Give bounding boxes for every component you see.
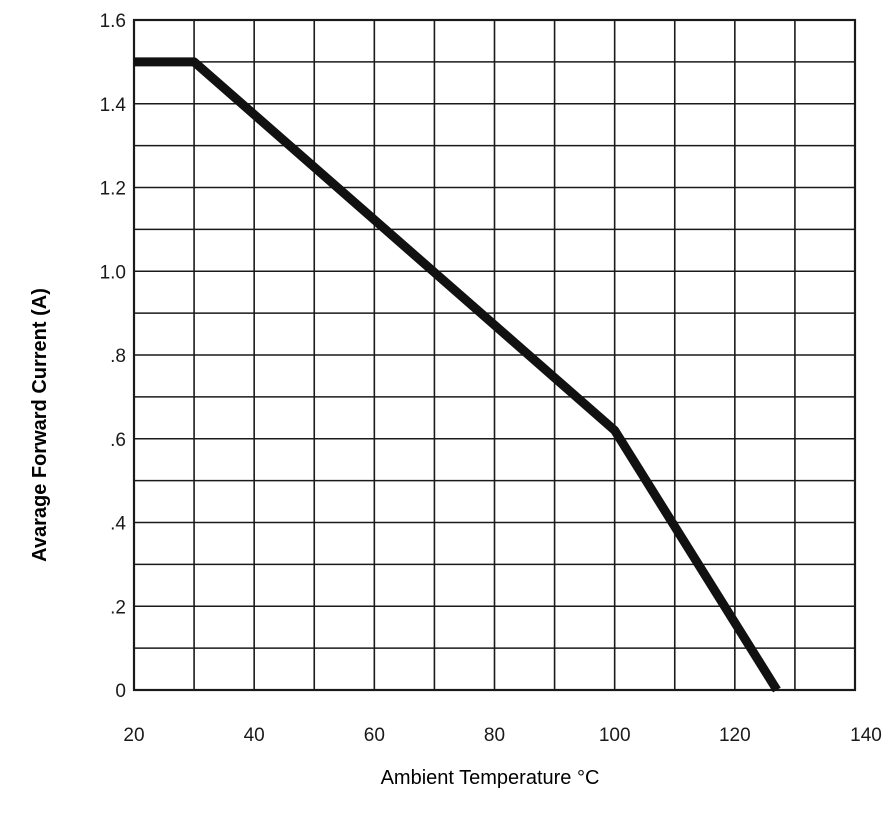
x-tick-labels: 20 40 60 80 100 120 140 <box>123 725 881 746</box>
y-tick-label: .4 <box>110 514 126 535</box>
y-tick-label: .6 <box>110 430 126 451</box>
x-tick-label: 80 <box>484 725 505 746</box>
x-tick-label: 40 <box>244 725 265 746</box>
y-tick-label: .2 <box>110 597 126 618</box>
plot-border <box>132 18 857 692</box>
y-tick-label: 1.4 <box>100 95 127 116</box>
y-tick-label: 1.2 <box>100 179 126 200</box>
x-tick-label: 140 <box>850 725 882 746</box>
y-tick-label: 1.6 <box>100 11 126 32</box>
series-layer <box>133 57 781 693</box>
grid <box>134 20 855 690</box>
y-axis-title: Avarage Forward Current (A) <box>29 288 51 562</box>
y-tick-labels: 0 .2 .4 .6 .8 1.0 1.2 1.4 1.6 <box>100 11 127 702</box>
y-tick-label: 0 <box>115 681 126 702</box>
y-tick-label: 1.0 <box>100 262 126 283</box>
x-tick-label: 60 <box>364 725 385 746</box>
x-axis-title: Ambient Temperature °C <box>381 767 600 789</box>
x-tick-label: 20 <box>123 725 144 746</box>
series-line <box>134 57 781 693</box>
plot-frame <box>132 18 857 692</box>
x-tick-label: 100 <box>599 725 631 746</box>
x-tick-label: 120 <box>719 725 751 746</box>
y-tick-label: .8 <box>110 346 126 367</box>
